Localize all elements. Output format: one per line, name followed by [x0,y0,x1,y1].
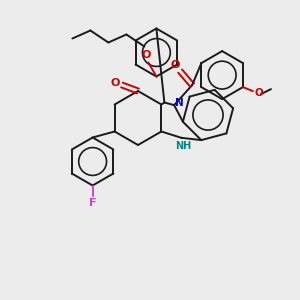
Text: O: O [142,50,151,59]
Text: O: O [254,88,263,98]
Text: NH: NH [175,141,191,151]
Text: N: N [175,98,184,108]
Text: F: F [89,197,96,208]
Text: O: O [110,78,120,88]
Text: O: O [170,60,180,70]
